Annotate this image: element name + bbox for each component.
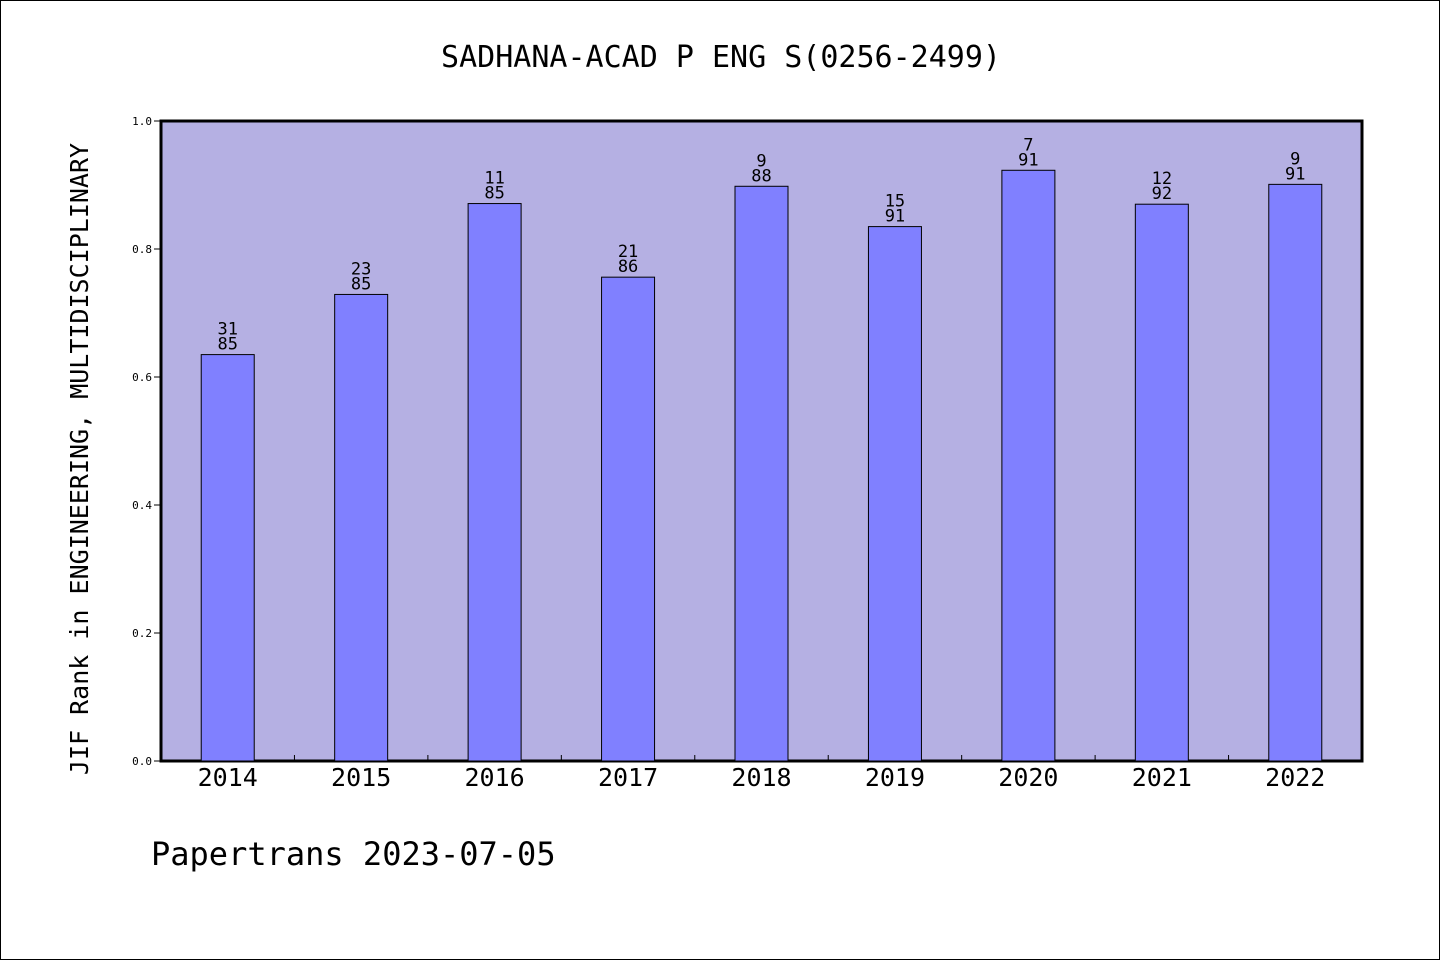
bar-2022 [1268,183,1323,762]
bar-total-label: 88 [751,166,771,186]
y-tick-label: 0.2 [132,627,152,640]
bar-total-label: 85 [351,274,371,294]
y-axis-ticks: 0.0 0.2 0.4 0.6 0.8 1.0 [132,115,161,768]
bar-total-label: 91 [1285,164,1305,184]
y-tick-label: 0.4 [132,499,152,512]
bar-total-label: 92 [1152,184,1172,204]
bars-group [200,169,1323,762]
bar-total-label: 91 [885,207,905,227]
bar-rank-label: 9 [1290,149,1300,169]
bar-total-label: 85 [484,184,504,204]
x-tick-label: 2020 [998,763,1058,792]
y-tick-label: 1.0 [132,115,152,128]
bar-total-label: 86 [618,257,638,277]
bar-2014 [200,354,255,762]
bar-2017 [601,276,656,762]
y-tick-label: 0.0 [132,755,152,768]
x-axis-ticks: 2014 2015 2016 2017 2018 2019 2020 2021 2022 [198,755,1325,792]
chart-title: SADHANA-ACAD P ENG S(0256-2499) [441,40,1001,75]
x-tick-label: 2014 [198,763,258,792]
bar-rank-label: 23 [351,259,371,279]
x-tick-label: 2018 [731,763,791,792]
bar-2020 [1001,169,1056,762]
x-tick-label: 2022 [1265,763,1325,792]
y-tick-label: 0.6 [132,371,152,384]
bar-rank-label: 21 [618,242,638,262]
x-tick-label: 2016 [465,763,525,792]
bar-rank-label: 7 [1023,135,1033,155]
bar-2019 [867,226,922,762]
bar-total-label: 91 [1018,150,1038,170]
bar-2016 [467,203,522,762]
y-axis-label: JIF Rank in ENGINEERING, MULTIDISCIPLINA… [65,143,94,775]
bar-rank-label: 9 [756,151,766,171]
bar-rank-label: 12 [1152,169,1172,189]
y-tick-label: 0.8 [132,243,152,256]
x-tick-label: 2015 [331,763,391,792]
footer-text: Papertrans 2023-07-05 [151,835,556,873]
bar-total-label: 85 [217,335,237,355]
bar-2021 [1134,203,1189,762]
bar-2018 [734,185,789,762]
bar-rank-label: 31 [217,320,237,340]
bar-rank-label: 11 [484,169,504,189]
x-tick-label: 2019 [865,763,925,792]
x-tick-label: 2017 [598,763,658,792]
bar-2015 [334,293,389,762]
x-tick-label: 2021 [1132,763,1192,792]
bar-rank-label: 15 [885,192,905,212]
